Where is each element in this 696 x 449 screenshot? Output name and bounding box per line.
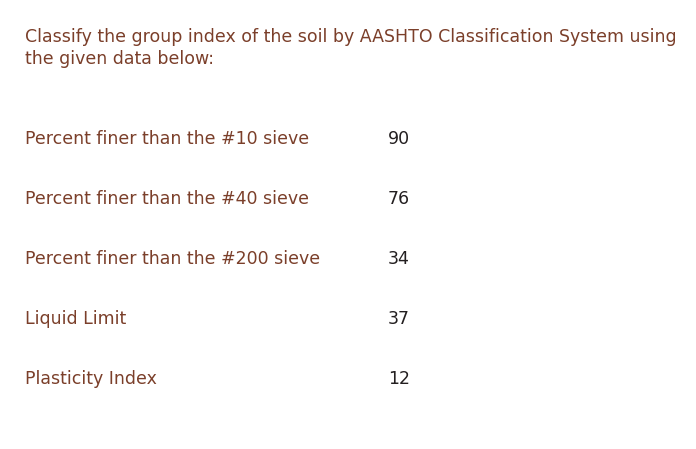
Text: 34: 34 [388, 250, 410, 268]
Text: Percent finer than the #10 sieve: Percent finer than the #10 sieve [25, 130, 309, 148]
Text: 76: 76 [388, 190, 410, 208]
Text: Plasticity Index: Plasticity Index [25, 370, 157, 388]
Text: 12: 12 [388, 370, 410, 388]
Text: Percent finer than the #40 sieve: Percent finer than the #40 sieve [25, 190, 309, 208]
Text: 37: 37 [388, 310, 410, 328]
Text: Classify the group index of the soil by AASHTO Classification System using: Classify the group index of the soil by … [25, 28, 677, 46]
Text: the given data below:: the given data below: [25, 50, 214, 68]
Text: 90: 90 [388, 130, 410, 148]
Text: Percent finer than the #200 sieve: Percent finer than the #200 sieve [25, 250, 320, 268]
Text: Liquid Limit: Liquid Limit [25, 310, 126, 328]
